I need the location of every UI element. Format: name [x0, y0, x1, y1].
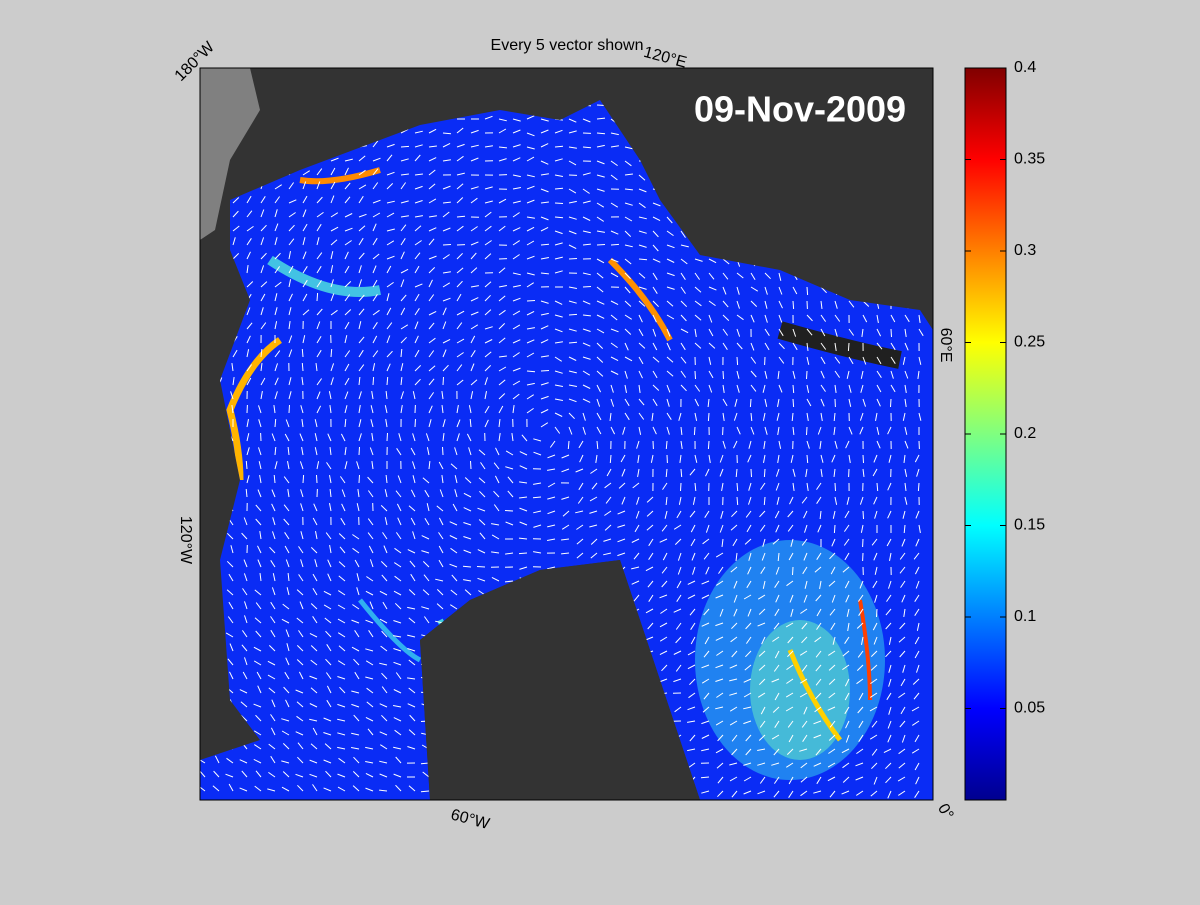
- drift-vector: [610, 455, 611, 463]
- drift-vector: [737, 497, 738, 505]
- drift-vector: [373, 377, 374, 385]
- drift-vector: [737, 357, 738, 365]
- drift-vector: [708, 441, 709, 449]
- colorbar: [965, 68, 1006, 800]
- drift-vector: [246, 461, 247, 469]
- drift-vector: [918, 483, 919, 491]
- longitude-label: 60°W: [449, 806, 492, 833]
- tick-label: 0.4: [1014, 59, 1036, 76]
- drift-vector: [681, 469, 682, 477]
- drift-vector: [807, 427, 808, 435]
- drift-vector: [751, 469, 752, 477]
- drift-vector: [477, 567, 485, 568]
- drift-vector: [387, 433, 388, 441]
- drift-vector: [302, 349, 303, 357]
- drift-vector: [583, 147, 591, 148]
- drift-vector: [302, 363, 303, 371]
- drift-vector: [737, 483, 738, 491]
- longitude-label: 120°E: [642, 44, 689, 72]
- longitude-label: 120°W: [177, 516, 194, 565]
- tick-label: 0.2: [1014, 425, 1036, 442]
- drift-vector: [597, 245, 605, 246]
- drift-vector: [793, 567, 794, 575]
- drift-vector: [471, 461, 472, 469]
- drift-vector: [764, 469, 765, 477]
- map: 09-Nov-2009: [198, 68, 933, 800]
- drift-vector: [359, 475, 360, 483]
- drift-vector: [666, 441, 667, 449]
- drift-vector: [681, 483, 682, 491]
- drift-vector: [555, 188, 563, 189]
- drift-vector: [611, 244, 619, 245]
- drift-vector: [443, 245, 451, 246]
- drift-vector: [877, 609, 878, 617]
- date-label: 09-Nov-2009: [694, 89, 906, 130]
- drift-vector: [289, 405, 290, 413]
- drift-vector: [793, 399, 794, 407]
- drift-vector: [401, 146, 409, 147]
- drift-vector: [519, 553, 527, 554]
- drift-vector: [569, 259, 577, 260]
- tick-label: 0.05: [1014, 700, 1045, 717]
- tick-label: 0.15: [1014, 517, 1045, 534]
- longitude-label: 60°E: [937, 328, 954, 363]
- drift-vector: [723, 371, 724, 379]
- drift-vector: [793, 385, 794, 393]
- drift-vector: [750, 399, 751, 407]
- tick-label: 0.3: [1014, 242, 1036, 259]
- drift-vector: [863, 511, 864, 519]
- drift-vector: [359, 447, 360, 455]
- tick-label: 0.35: [1014, 151, 1045, 168]
- title: Every 5 vector shown: [491, 37, 644, 54]
- drift-vector: [807, 287, 808, 295]
- drift-vector: [694, 427, 695, 435]
- drift-vector: [583, 287, 591, 288]
- tick-label: 0.25: [1014, 334, 1045, 351]
- drift-vector: [317, 475, 318, 483]
- drift-vector: [834, 525, 835, 533]
- drift-vector: [863, 455, 864, 463]
- drift-vector: [443, 377, 444, 385]
- drift-vector: [764, 497, 765, 505]
- drift-vector: [708, 413, 709, 421]
- drift-vector: [533, 497, 541, 498]
- drift-vector: [568, 441, 569, 449]
- drift-vector: [303, 475, 304, 483]
- drift-vector: [555, 203, 563, 204]
- drift-vector: [317, 293, 318, 301]
- drift-vector: [848, 343, 849, 351]
- drift-vector: [527, 371, 535, 372]
- tick-label: 0.1: [1014, 608, 1036, 625]
- drift-vector: [569, 314, 577, 315]
- drift-vector: [695, 371, 696, 379]
- drift-vector: [877, 483, 878, 491]
- drift-vector: [891, 399, 892, 407]
- drift-vector: [443, 447, 444, 455]
- drift-vector: [387, 377, 388, 385]
- drift-vector: [793, 301, 794, 309]
- drift-vector: [541, 371, 549, 372]
- longitude-label: 0°: [934, 801, 956, 823]
- drift-vector: [527, 301, 535, 302]
- drift-vector: [891, 329, 892, 337]
- drift-vector: [835, 483, 836, 491]
- drift-vector: [331, 349, 332, 357]
- drift-vector: [807, 455, 808, 463]
- drift-vector: [415, 419, 416, 427]
- drift-vector: [807, 371, 808, 379]
- drift-vector: [275, 419, 276, 427]
- drift-vector: [505, 511, 513, 512]
